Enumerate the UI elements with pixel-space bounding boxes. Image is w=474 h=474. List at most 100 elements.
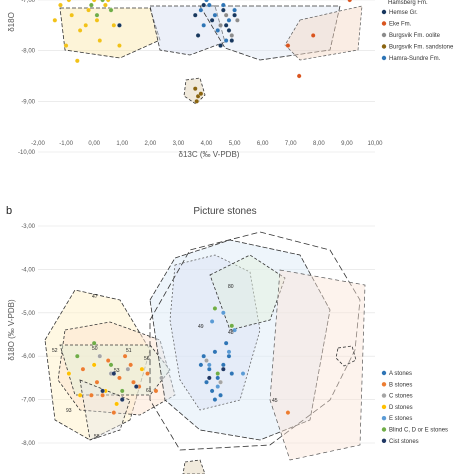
field-a-stones — [149, 239, 331, 441]
panel-b-point — [100, 388, 105, 394]
panel-a-point — [218, 22, 223, 28]
panel-a-point — [235, 17, 240, 23]
field-b-outlier — [269, 269, 366, 461]
panel-a-point — [111, 22, 117, 28]
panel-a-point — [52, 17, 58, 23]
panel-a-point — [94, 12, 100, 18]
panel-a-point — [215, 28, 221, 33]
panel-b-point — [114, 401, 119, 407]
panel-a-xtick: 5,00 — [229, 141, 241, 147]
panel-b-point — [91, 362, 97, 368]
panel-b-legend-swatch — [381, 438, 387, 443]
panel-a-xtick: 9,00 — [341, 141, 353, 147]
panel-b-point-label: 52 — [52, 348, 58, 354]
panel-a-point — [192, 86, 198, 92]
panel-b-point — [229, 323, 235, 329]
panel-a-gridlines — [38, 0, 375, 153]
panel-a-point — [226, 17, 232, 23]
panel-b-point — [91, 340, 97, 346]
panel-a-legend-label: Hamra-Sundre Fm. — [389, 56, 441, 62]
panel-b-point — [212, 397, 218, 402]
panel-a-xtick: 0,00 — [88, 141, 100, 147]
panel-a-point — [77, 28, 83, 33]
panel-a-point — [226, 28, 232, 33]
panel-a-point — [223, 22, 229, 28]
panel-a-point — [117, 43, 122, 48]
panel-b-point-label: 51 — [126, 348, 132, 354]
field-small-oval — [335, 345, 357, 367]
panel-a-ytick: -10,00 — [18, 150, 36, 156]
panel-b-point — [100, 392, 105, 398]
panel-a-xtick: 4,00 — [201, 141, 213, 147]
panel-b-point — [133, 384, 139, 389]
panel-b-point — [212, 306, 218, 311]
panel-a-point — [221, 2, 226, 8]
panel-b-point — [218, 392, 223, 398]
panel-b-point — [206, 375, 212, 381]
panel-a-point — [209, 17, 215, 23]
panel-b-point — [145, 371, 150, 376]
panel-a-point — [223, 12, 229, 18]
panel-b-ytick: -7,00 — [21, 398, 35, 404]
panel-b-point-labels: 47 52 50 51 80 53 56 93 61 58 45 49 48 — [52, 284, 278, 440]
panel-a-ylabel: δ18O — [7, 12, 16, 32]
panel-b-ytick: -4,00 — [21, 267, 35, 273]
panel-a-point — [198, 91, 204, 97]
panel-b-legend-label: D stones — [389, 405, 413, 411]
panel-b-point — [122, 353, 128, 359]
panel-b-point — [229, 371, 235, 376]
panel-b-point — [119, 388, 125, 394]
panel-b-point — [204, 379, 209, 385]
field-bottom — [182, 459, 206, 474]
panel-a-point — [194, 98, 200, 104]
panel-b-ytick: -5,00 — [21, 311, 35, 317]
panel-b-point — [209, 388, 215, 394]
panel-a-legend-label: Burgsvik Fm. oolite — [389, 33, 441, 39]
panel-b-point — [240, 371, 246, 376]
panel-a-point — [232, 7, 237, 13]
panel-a-point — [108, 7, 114, 13]
panel-b-legend-swatch — [381, 427, 387, 432]
panel-a-ytick: -8,00 — [21, 49, 35, 55]
panel-b-point — [97, 353, 103, 359]
panel-a-point — [63, 43, 69, 48]
panel-b-point — [128, 362, 134, 368]
panel-a-point — [218, 43, 223, 48]
panel-b-legend-label: B stones — [389, 382, 412, 388]
panel-a-xtick: 1,00 — [116, 141, 128, 147]
panel-a-point — [91, 0, 97, 3]
panel-a-point — [192, 12, 198, 18]
panel-a-points — [52, 0, 353, 104]
panel-a-y-ticklabels: -7,00 -8,00 -9,00 -10,00 — [18, 0, 36, 156]
panel-a-xtick: 3,00 — [173, 141, 185, 147]
panel-b-point — [209, 319, 215, 324]
panel-a-point — [97, 38, 103, 43]
panel-a-legend-swatch — [381, 55, 387, 61]
panel-b-point-label: 80 — [228, 284, 234, 290]
panel-b-legend-label: A stones — [389, 371, 412, 377]
panel-a-point — [83, 22, 89, 28]
field-outer — [149, 231, 361, 451]
panel-b-point — [201, 353, 207, 359]
panel-b-point — [223, 340, 229, 346]
panel-b-ytick: -6,00 — [21, 354, 35, 360]
panel-b-point — [232, 327, 237, 333]
panel-b-point — [74, 353, 80, 359]
panel-b-point — [111, 410, 117, 415]
panel-b-point — [131, 379, 136, 385]
panel-b-point — [80, 366, 86, 372]
panel-b-point — [215, 375, 221, 381]
panel-b-point — [108, 362, 114, 368]
panel-a-xtick: -1,00 — [59, 141, 73, 147]
panel-a-xtick: 7,00 — [285, 141, 297, 147]
panel-b-point — [285, 410, 291, 415]
panel-a-point — [201, 2, 207, 8]
panel-a-point — [204, 0, 209, 3]
panel-b-point — [221, 366, 226, 372]
panel-a-point — [206, 2, 212, 8]
panel-b-ylabel: δ18O (‰ V-PDB) — [7, 299, 16, 361]
panel-b-y-ticklabels: -3,00 -4,00 -5,00 -6,00 -7,00 -8,00 — [21, 224, 35, 447]
panel-a-ytick: -9,00 — [21, 99, 35, 105]
legend-top-partial: Hamsberg Fm. — [388, 0, 428, 6]
panel-b-point-label: 93 — [66, 408, 72, 414]
